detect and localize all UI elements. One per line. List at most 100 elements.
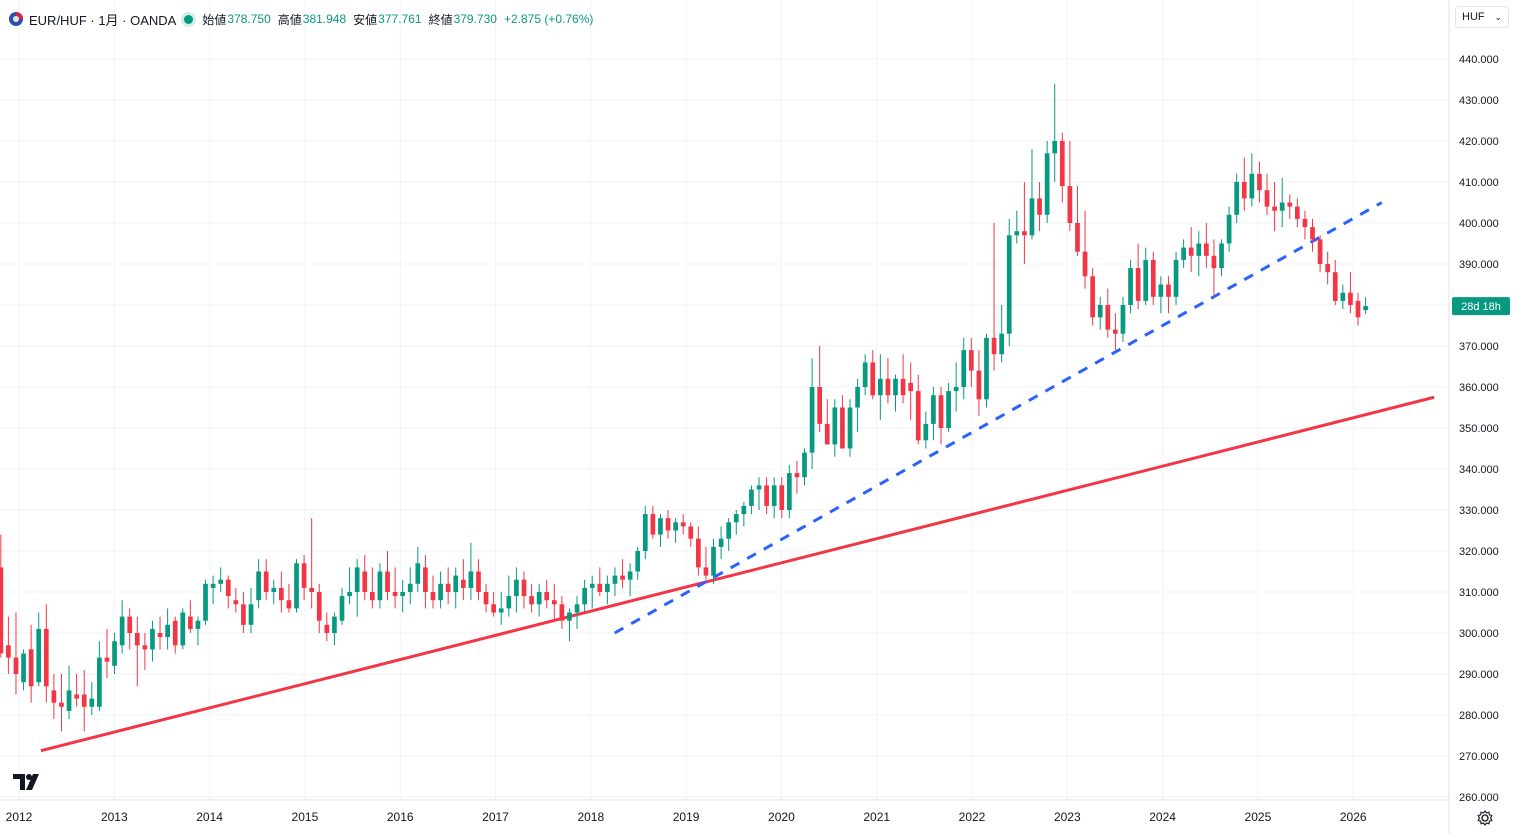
candle-body bbox=[74, 694, 79, 699]
candle-body bbox=[1272, 206, 1277, 211]
candle-body bbox=[347, 592, 352, 597]
candle bbox=[961, 337, 967, 400]
currency-select[interactable]: HUF ⌄ bbox=[1455, 6, 1509, 28]
candle bbox=[877, 354, 883, 420]
candle-body bbox=[1302, 218, 1308, 228]
candle bbox=[529, 583, 534, 613]
candle-body bbox=[127, 616, 133, 633]
candle bbox=[1082, 210, 1088, 289]
y-tick-label: 340.000 bbox=[1459, 464, 1499, 476]
candle-body bbox=[1037, 198, 1042, 215]
symbol-title[interactable]: EUR/HUF · 1月 · OANDA bbox=[29, 12, 177, 28]
high-value: 381.948 bbox=[302, 12, 347, 26]
candle bbox=[1090, 268, 1095, 326]
candle bbox=[673, 518, 678, 543]
gear-icon[interactable] bbox=[1476, 809, 1494, 827]
candle bbox=[1211, 239, 1217, 297]
candle-body bbox=[915, 391, 921, 441]
candle-body bbox=[286, 600, 292, 609]
candle bbox=[824, 399, 830, 445]
candle-body bbox=[195, 620, 201, 629]
candle-body bbox=[976, 370, 982, 400]
candle-body bbox=[771, 485, 777, 506]
tradingview-logo-icon[interactable] bbox=[12, 773, 44, 791]
x-tick-label: 2022 bbox=[959, 810, 986, 824]
candle-body bbox=[923, 423, 929, 441]
candle-body bbox=[59, 702, 64, 707]
candle-body bbox=[536, 592, 542, 605]
candle-body bbox=[1355, 300, 1361, 318]
candle bbox=[51, 674, 57, 720]
y-tick-label: 260.000 bbox=[1459, 792, 1499, 804]
candle bbox=[1067, 141, 1073, 232]
candle bbox=[400, 579, 406, 613]
candle-body bbox=[658, 518, 663, 535]
trendlines[interactable] bbox=[40, 201, 1435, 753]
candle bbox=[1059, 132, 1065, 203]
candle-body bbox=[172, 620, 178, 646]
low-label: 安値 bbox=[353, 12, 378, 27]
candle-body bbox=[885, 378, 891, 396]
candle-body bbox=[134, 633, 140, 646]
candle-body bbox=[460, 579, 466, 588]
candle bbox=[726, 518, 732, 551]
candle-body bbox=[703, 567, 709, 576]
x-tick-label: 2013 bbox=[101, 810, 128, 824]
candle-body bbox=[521, 579, 527, 597]
candle bbox=[498, 592, 504, 625]
candle bbox=[976, 350, 982, 416]
candle bbox=[1022, 182, 1027, 264]
candle-body bbox=[824, 423, 830, 445]
candle bbox=[931, 387, 936, 441]
time-axis[interactable]: 2012 2013 2014 2015 2016 2017 2018 2019 2020 2021… bbox=[6, 810, 1367, 824]
candle-body bbox=[142, 645, 148, 650]
y-tick-label: 440.000 bbox=[1459, 54, 1499, 66]
candle bbox=[483, 583, 489, 613]
price-axis[interactable]: 260.000 270.000 280.000 290.000 300.000 310.0… bbox=[1459, 54, 1499, 804]
candle-body bbox=[385, 571, 390, 592]
candle-body bbox=[1135, 268, 1141, 301]
candle-body bbox=[840, 407, 845, 449]
open-value: 378.750 bbox=[227, 12, 271, 26]
candle bbox=[1317, 235, 1323, 273]
candle bbox=[142, 633, 148, 670]
candle-body bbox=[1211, 255, 1217, 269]
candle-body bbox=[999, 333, 1004, 355]
candle-body bbox=[1014, 231, 1020, 236]
candle-body bbox=[248, 604, 254, 625]
candle bbox=[658, 514, 663, 547]
candle bbox=[1363, 297, 1368, 315]
candle-body bbox=[779, 485, 785, 510]
candle-body bbox=[529, 596, 534, 605]
candle bbox=[938, 387, 944, 445]
candle bbox=[1310, 218, 1315, 252]
candle-body bbox=[112, 641, 117, 666]
trendline-support-red[interactable] bbox=[40, 395, 1435, 753]
candle-body bbox=[1022, 231, 1027, 236]
x-tick-label: 2023 bbox=[1054, 810, 1081, 824]
y-tick-label: 420.000 bbox=[1459, 136, 1499, 148]
candle-body bbox=[1044, 153, 1050, 215]
candle-body bbox=[749, 489, 754, 506]
candle-body bbox=[893, 378, 898, 396]
y-tick-label: 270.000 bbox=[1459, 751, 1499, 763]
x-tick-label: 2019 bbox=[673, 810, 700, 824]
candle-body bbox=[862, 362, 868, 387]
candle bbox=[1029, 149, 1035, 240]
candle bbox=[1166, 276, 1171, 314]
candle-body bbox=[1234, 182, 1240, 215]
high-label: 高値 bbox=[277, 12, 302, 27]
current-price-tag bbox=[1452, 297, 1510, 316]
candle bbox=[1037, 182, 1042, 232]
y-tick-label: 310.000 bbox=[1459, 587, 1499, 599]
candle-body bbox=[453, 575, 459, 592]
candle bbox=[1014, 210, 1020, 244]
candle-body bbox=[423, 567, 428, 592]
trendline-support-blue[interactable] bbox=[613, 201, 1383, 635]
candle bbox=[301, 555, 307, 601]
candle bbox=[1196, 231, 1202, 277]
candle bbox=[582, 579, 587, 613]
candle bbox=[1340, 284, 1346, 310]
candle-body bbox=[900, 378, 906, 396]
